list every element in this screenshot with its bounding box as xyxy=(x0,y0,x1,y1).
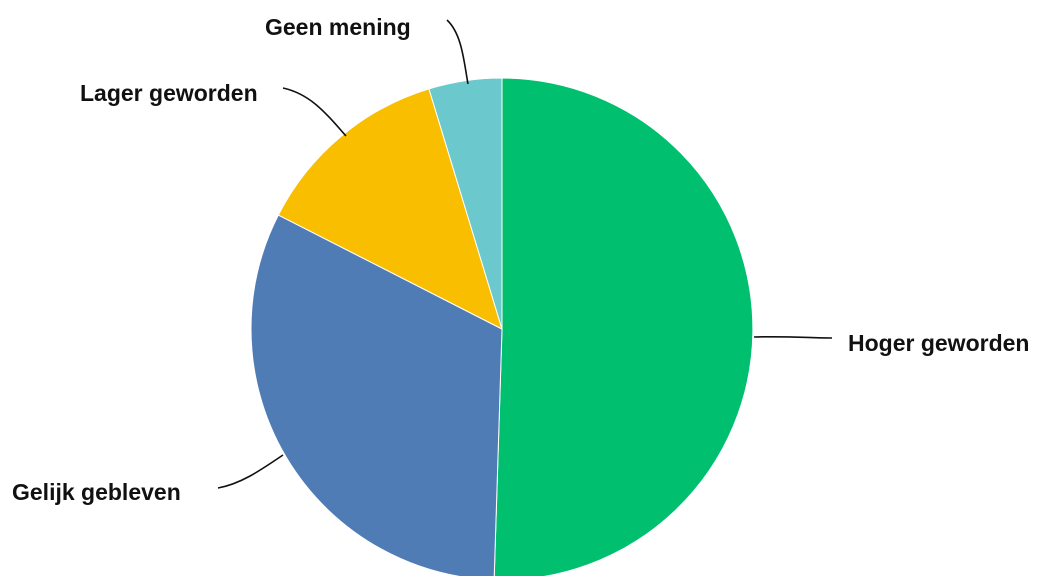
pie-slice-hoger-geworden xyxy=(493,77,754,576)
slice-labels: Hoger geworden Gelijk gebleven Lager gewor… xyxy=(12,14,1029,505)
leader-line-geen-mening xyxy=(446,19,469,85)
slice-label-lager-geworden: Lager geworden xyxy=(80,80,258,106)
pie-slice-geen-mening xyxy=(428,77,503,330)
leader-line-hoger-geworden xyxy=(753,335,833,339)
slice-label-gelijk-gebleven: Gelijk gebleven xyxy=(12,479,181,505)
slice-label-hoger-geworden: Hoger geworden xyxy=(848,330,1029,356)
leader-lines xyxy=(217,19,833,489)
leader-line-lager-geworden xyxy=(282,87,347,137)
pie-slice-gelijk-gebleven xyxy=(250,214,503,576)
pie-slice-lager-geworden xyxy=(277,88,503,330)
pie-slices xyxy=(250,77,754,576)
leader-line-gelijk-gebleven xyxy=(217,454,284,489)
slice-label-geen-mening: Geen mening xyxy=(265,14,411,40)
